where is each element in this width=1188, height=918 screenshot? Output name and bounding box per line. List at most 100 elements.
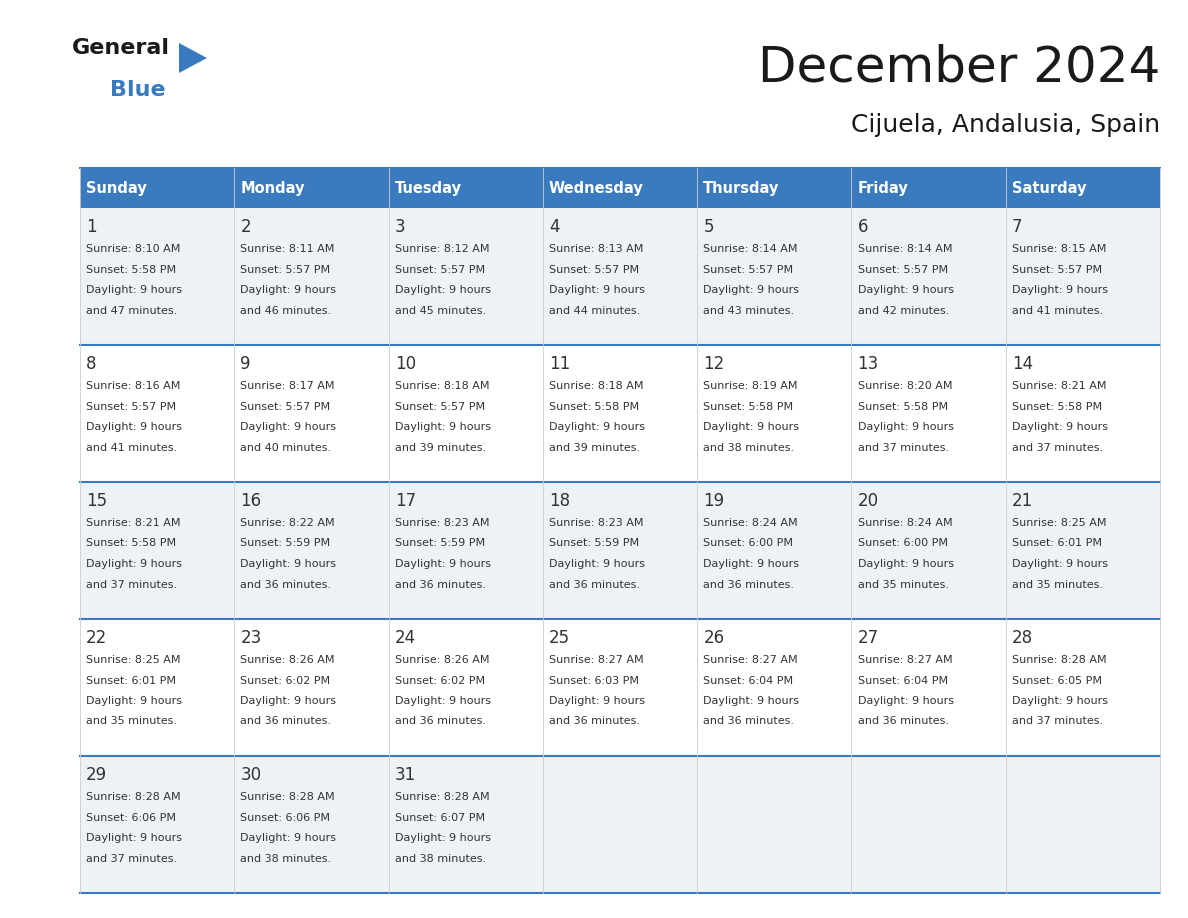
- Text: 31: 31: [394, 766, 416, 784]
- Text: and 37 minutes.: and 37 minutes.: [1012, 717, 1102, 726]
- Text: Sunset: 6:04 PM: Sunset: 6:04 PM: [858, 676, 948, 686]
- Text: Sunrise: 8:25 AM: Sunrise: 8:25 AM: [87, 655, 181, 665]
- Text: Tuesday: Tuesday: [394, 181, 462, 196]
- Text: 10: 10: [394, 355, 416, 373]
- Text: Sunset: 6:02 PM: Sunset: 6:02 PM: [240, 676, 330, 686]
- Text: Sunrise: 8:24 AM: Sunrise: 8:24 AM: [858, 518, 953, 528]
- Bar: [697, 208, 852, 345]
- Text: Sunset: 5:57 PM: Sunset: 5:57 PM: [240, 264, 330, 274]
- Text: Sunset: 6:00 PM: Sunset: 6:00 PM: [858, 539, 948, 548]
- Text: Sunset: 5:59 PM: Sunset: 5:59 PM: [240, 539, 330, 548]
- Text: 25: 25: [549, 629, 570, 647]
- Text: Daylight: 9 hours: Daylight: 9 hours: [858, 696, 954, 706]
- Text: Sunrise: 8:28 AM: Sunrise: 8:28 AM: [87, 792, 181, 802]
- Text: Sunset: 6:03 PM: Sunset: 6:03 PM: [549, 676, 639, 686]
- Bar: [80, 756, 234, 893]
- Text: and 36 minutes.: and 36 minutes.: [858, 717, 948, 726]
- Bar: [388, 619, 543, 756]
- Text: Daylight: 9 hours: Daylight: 9 hours: [394, 285, 491, 295]
- Text: and 47 minutes.: and 47 minutes.: [87, 306, 177, 316]
- Text: Sunrise: 8:14 AM: Sunrise: 8:14 AM: [703, 244, 798, 254]
- Text: Sunset: 5:58 PM: Sunset: 5:58 PM: [703, 401, 794, 411]
- Text: and 38 minutes.: and 38 minutes.: [240, 854, 331, 864]
- Text: and 42 minutes.: and 42 minutes.: [858, 306, 949, 316]
- Text: Sunrise: 8:17 AM: Sunrise: 8:17 AM: [240, 381, 335, 391]
- Bar: [80, 619, 234, 756]
- Text: Sunset: 5:58 PM: Sunset: 5:58 PM: [87, 264, 176, 274]
- Text: Sunrise: 8:19 AM: Sunrise: 8:19 AM: [703, 381, 798, 391]
- Bar: [80, 345, 234, 482]
- Text: 7: 7: [1012, 218, 1023, 236]
- Text: 18: 18: [549, 492, 570, 510]
- Text: Sunset: 5:58 PM: Sunset: 5:58 PM: [1012, 401, 1102, 411]
- Text: 29: 29: [87, 766, 107, 784]
- Text: and 35 minutes.: and 35 minutes.: [858, 579, 948, 589]
- Text: 27: 27: [858, 629, 879, 647]
- Text: Sunset: 5:57 PM: Sunset: 5:57 PM: [87, 401, 176, 411]
- Text: Daylight: 9 hours: Daylight: 9 hours: [87, 696, 182, 706]
- Text: and 37 minutes.: and 37 minutes.: [87, 579, 177, 589]
- Text: Daylight: 9 hours: Daylight: 9 hours: [549, 559, 645, 569]
- Text: 13: 13: [858, 355, 879, 373]
- Text: Sunset: 5:59 PM: Sunset: 5:59 PM: [549, 539, 639, 548]
- Text: 30: 30: [240, 766, 261, 784]
- Bar: [697, 168, 852, 208]
- Text: Daylight: 9 hours: Daylight: 9 hours: [394, 422, 491, 432]
- Text: Sunset: 5:57 PM: Sunset: 5:57 PM: [240, 401, 330, 411]
- Text: 6: 6: [858, 218, 868, 236]
- Text: and 38 minutes.: and 38 minutes.: [703, 442, 795, 453]
- Text: Daylight: 9 hours: Daylight: 9 hours: [703, 559, 800, 569]
- Text: and 36 minutes.: and 36 minutes.: [240, 717, 331, 726]
- Bar: [852, 756, 1006, 893]
- Text: Sunrise: 8:27 AM: Sunrise: 8:27 AM: [549, 655, 644, 665]
- Bar: [543, 208, 697, 345]
- Text: and 37 minutes.: and 37 minutes.: [858, 442, 949, 453]
- Text: Sunrise: 8:22 AM: Sunrise: 8:22 AM: [240, 518, 335, 528]
- Text: 12: 12: [703, 355, 725, 373]
- Text: and 36 minutes.: and 36 minutes.: [240, 579, 331, 589]
- Text: 9: 9: [240, 355, 251, 373]
- Text: Cijuela, Andalusia, Spain: Cijuela, Andalusia, Spain: [851, 113, 1159, 137]
- Text: and 36 minutes.: and 36 minutes.: [703, 717, 795, 726]
- Text: Sunrise: 8:14 AM: Sunrise: 8:14 AM: [858, 244, 952, 254]
- Text: Daylight: 9 hours: Daylight: 9 hours: [240, 696, 336, 706]
- Text: Sunset: 5:57 PM: Sunset: 5:57 PM: [394, 401, 485, 411]
- Text: Daylight: 9 hours: Daylight: 9 hours: [240, 559, 336, 569]
- Text: Daylight: 9 hours: Daylight: 9 hours: [1012, 285, 1108, 295]
- Text: and 36 minutes.: and 36 minutes.: [549, 717, 640, 726]
- Text: and 39 minutes.: and 39 minutes.: [394, 442, 486, 453]
- Text: Daylight: 9 hours: Daylight: 9 hours: [240, 285, 336, 295]
- Text: Sunset: 5:59 PM: Sunset: 5:59 PM: [394, 539, 485, 548]
- Text: 28: 28: [1012, 629, 1034, 647]
- Text: Sunrise: 8:23 AM: Sunrise: 8:23 AM: [549, 518, 644, 528]
- Text: Sunset: 5:58 PM: Sunset: 5:58 PM: [858, 401, 948, 411]
- Bar: [543, 482, 697, 619]
- Bar: [543, 756, 697, 893]
- Text: Sunset: 6:02 PM: Sunset: 6:02 PM: [394, 676, 485, 686]
- Bar: [80, 482, 234, 619]
- Text: Wednesday: Wednesday: [549, 181, 644, 196]
- Text: Saturday: Saturday: [1012, 181, 1086, 196]
- Text: Sunset: 6:06 PM: Sunset: 6:06 PM: [240, 812, 330, 823]
- Text: 20: 20: [858, 492, 879, 510]
- Text: Daylight: 9 hours: Daylight: 9 hours: [240, 422, 336, 432]
- Text: and 36 minutes.: and 36 minutes.: [394, 717, 486, 726]
- Bar: [1006, 619, 1159, 756]
- Bar: [388, 482, 543, 619]
- Bar: [234, 208, 388, 345]
- Text: Daylight: 9 hours: Daylight: 9 hours: [87, 285, 182, 295]
- Text: Sunrise: 8:20 AM: Sunrise: 8:20 AM: [858, 381, 952, 391]
- Text: and 37 minutes.: and 37 minutes.: [1012, 442, 1102, 453]
- Text: Sunrise: 8:28 AM: Sunrise: 8:28 AM: [394, 792, 489, 802]
- Text: Daylight: 9 hours: Daylight: 9 hours: [240, 833, 336, 843]
- Bar: [852, 345, 1006, 482]
- Bar: [543, 345, 697, 482]
- Bar: [234, 482, 388, 619]
- Text: Sunset: 5:57 PM: Sunset: 5:57 PM: [858, 264, 948, 274]
- Text: Daylight: 9 hours: Daylight: 9 hours: [858, 285, 954, 295]
- Text: Sunrise: 8:23 AM: Sunrise: 8:23 AM: [394, 518, 489, 528]
- Text: Sunrise: 8:16 AM: Sunrise: 8:16 AM: [87, 381, 181, 391]
- Text: Sunset: 6:04 PM: Sunset: 6:04 PM: [703, 676, 794, 686]
- Text: 22: 22: [87, 629, 107, 647]
- Polygon shape: [179, 43, 207, 73]
